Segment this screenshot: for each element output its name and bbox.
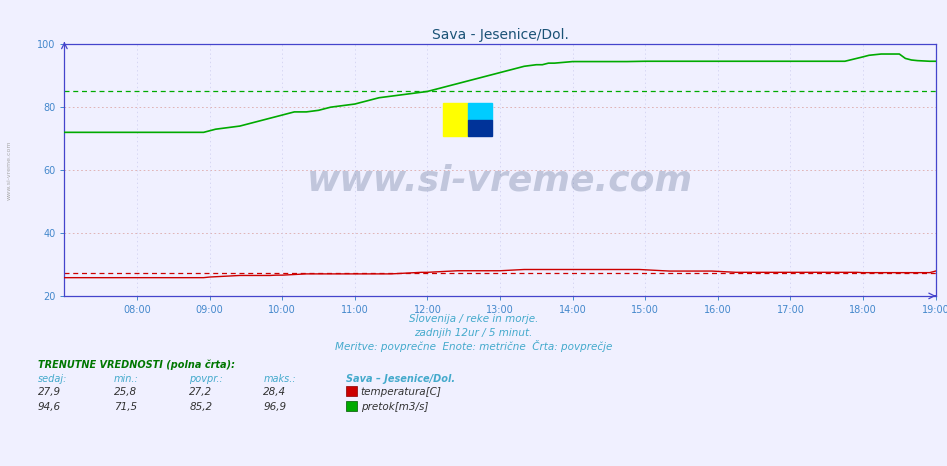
Text: Meritve: povprečne  Enote: metrične  Črta: povprečje: Meritve: povprečne Enote: metrične Črta:… xyxy=(335,340,612,351)
Text: 71,5: 71,5 xyxy=(114,402,136,412)
Text: 94,6: 94,6 xyxy=(38,402,61,412)
Text: zadnjih 12ur / 5 minut.: zadnjih 12ur / 5 minut. xyxy=(415,328,532,337)
Text: sedaj:: sedaj: xyxy=(38,374,67,384)
Text: www.si-vreme.com: www.si-vreme.com xyxy=(307,163,693,197)
Text: 28,4: 28,4 xyxy=(263,387,286,397)
Text: temperatura[C]: temperatura[C] xyxy=(361,387,441,397)
Text: 27,9: 27,9 xyxy=(38,387,61,397)
Text: pretok[m3/s]: pretok[m3/s] xyxy=(361,402,428,412)
Polygon shape xyxy=(468,120,492,136)
Text: Slovenija / reke in morje.: Slovenija / reke in morje. xyxy=(409,314,538,323)
Text: 96,9: 96,9 xyxy=(263,402,286,412)
Polygon shape xyxy=(468,103,492,120)
Text: min.:: min.: xyxy=(114,374,138,384)
Title: Sava - Jesenice/Dol.: Sava - Jesenice/Dol. xyxy=(432,27,568,42)
Text: www.si-vreme.com: www.si-vreme.com xyxy=(7,140,12,200)
Text: 85,2: 85,2 xyxy=(189,402,212,412)
Text: Sava – Jesenice/Dol.: Sava – Jesenice/Dol. xyxy=(346,374,455,384)
Text: 27,2: 27,2 xyxy=(189,387,212,397)
Polygon shape xyxy=(443,103,468,136)
Text: 25,8: 25,8 xyxy=(114,387,136,397)
Text: maks.:: maks.: xyxy=(263,374,295,384)
Text: povpr.:: povpr.: xyxy=(189,374,223,384)
Text: TRENUTNE VREDNOSTI (polna črta):: TRENUTNE VREDNOSTI (polna črta): xyxy=(38,360,235,370)
